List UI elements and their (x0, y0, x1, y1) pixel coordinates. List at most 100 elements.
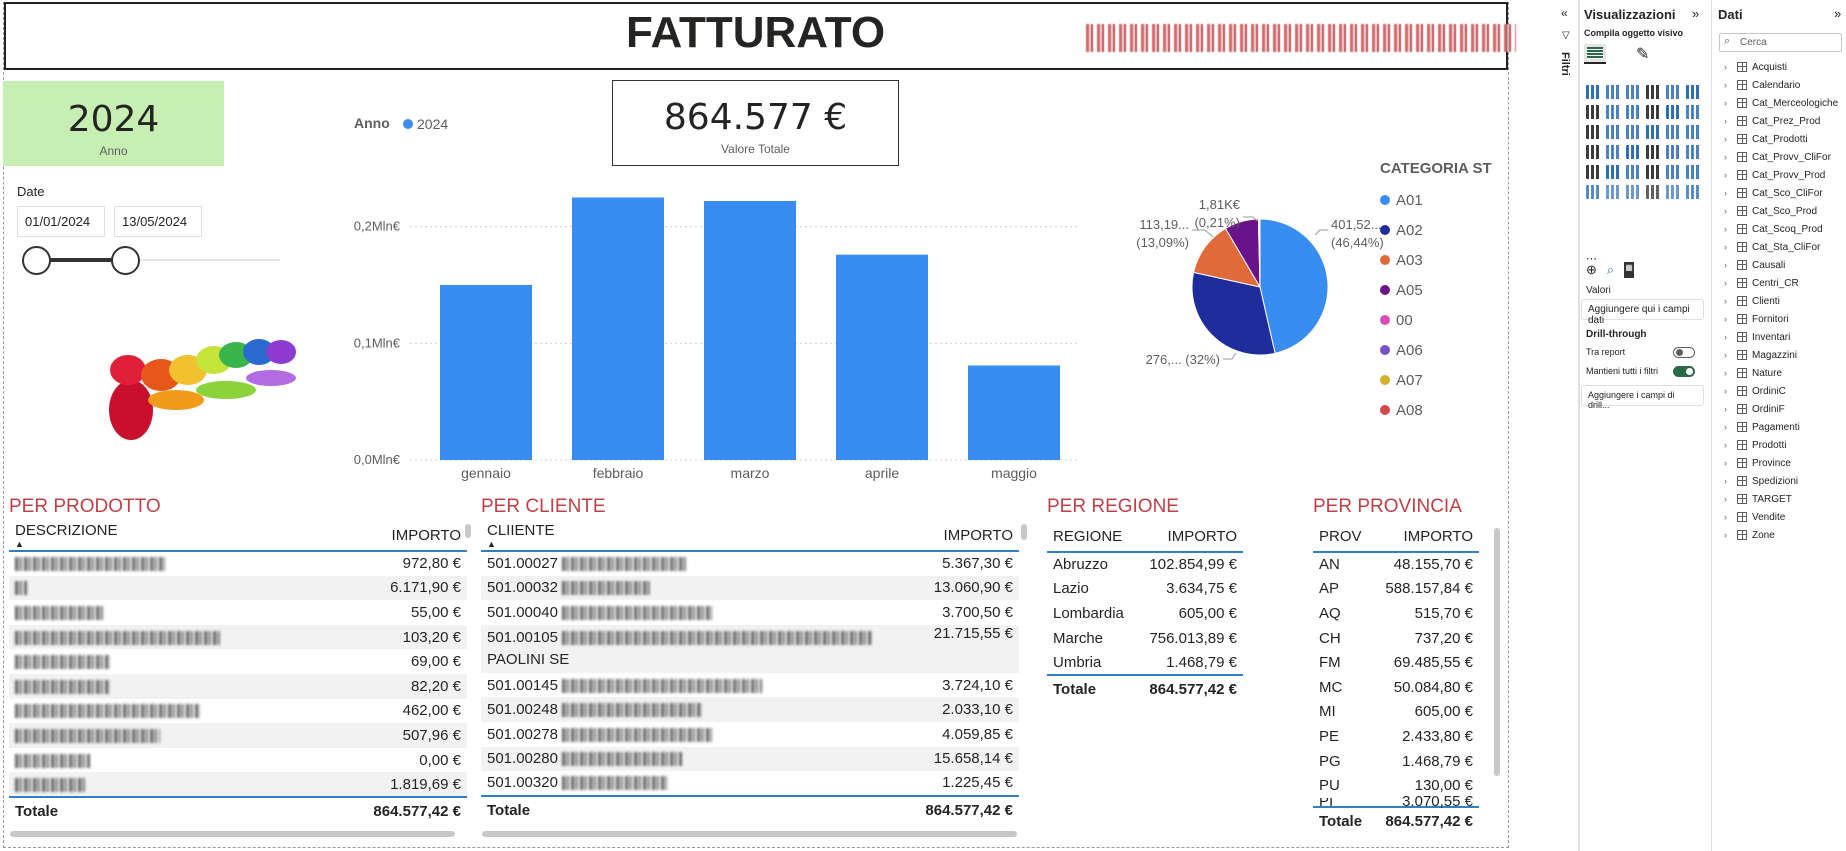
table-row[interactable]: Lombardia 605,00 € (1047, 601, 1243, 626)
field-table-cat_sco_prod[interactable]: › Cat_Sco_Prod (1724, 202, 1817, 220)
table-row[interactable]: 507,96 € (9, 723, 467, 748)
chevron-right-icon[interactable]: › (1724, 62, 1727, 72)
per-cliente-table[interactable]: CLIIENTE ▲ IMPORTO 501.00027 5.367,30 €50… (481, 521, 1019, 824)
expand-viz-icon[interactable]: » (1692, 6, 1700, 21)
col-prov[interactable]: PROV (1319, 528, 1362, 545)
fields-search-input[interactable]: Cerca (1719, 33, 1842, 52)
visual-type-icon[interactable] (1606, 165, 1622, 179)
pie-slice-A02[interactable] (1191, 271, 1276, 356)
chevron-right-icon[interactable]: › (1724, 296, 1727, 306)
table-row[interactable]: AQ 515,70 € (1313, 601, 1479, 626)
chevron-right-icon[interactable]: › (1724, 440, 1727, 450)
table-row[interactable]: 501.00248 2.033,10 € (481, 697, 1019, 722)
chevron-right-icon[interactable]: › (1724, 188, 1727, 198)
year-kpi-card[interactable]: 2024 Anno (3, 81, 224, 166)
chevron-right-icon[interactable]: › (1724, 386, 1727, 396)
pie-legend-item[interactable]: A01 (1380, 185, 1423, 215)
values-drop-zone[interactable]: Aggiungere qui i campi dati (1581, 299, 1704, 326)
col-importo[interactable]: IMPORTO (1167, 528, 1237, 545)
per-prodotto-hscroll[interactable] (10, 831, 455, 837)
chevron-right-icon[interactable]: › (1724, 314, 1727, 324)
visual-type-icon[interactable] (1606, 125, 1622, 139)
field-table-zone[interactable]: › Zone (1724, 526, 1775, 544)
bar-aprile[interactable] (836, 254, 928, 460)
pie-chart[interactable]: 401,52... (46,44%) 113,19... (13,09%) 1,81K€… (1110, 195, 1390, 375)
visual-type-icon[interactable] (1626, 85, 1642, 99)
visual-type-icon[interactable] (1646, 105, 1662, 119)
visual-type-icon[interactable] (1626, 105, 1642, 119)
table-row[interactable]: 462,00 € (9, 699, 467, 724)
table-row[interactable]: 501.00040 3.700,50 € (481, 600, 1019, 625)
table-row[interactable]: FM 69.485,55 € (1313, 650, 1479, 675)
table-row[interactable]: 501.00278 4.059,85 € (481, 722, 1019, 747)
visual-type-icon[interactable] (1666, 165, 1682, 179)
table-row[interactable]: 501.00105 PAOLINI SE 21.715,55 € (481, 624, 1019, 673)
chevron-right-icon[interactable]: › (1724, 350, 1727, 360)
pie-slice-A03[interactable] (1192, 227, 1262, 288)
table-row[interactable]: PG 1.468,79 € (1313, 749, 1479, 774)
visual-type-icon[interactable] (1666, 105, 1682, 119)
visual-type-icon[interactable] (1686, 185, 1702, 199)
chevron-right-icon[interactable]: › (1724, 152, 1727, 162)
bar-maggio[interactable] (968, 365, 1060, 461)
visual-type-icon[interactable] (1606, 85, 1622, 99)
visual-type-icon[interactable] (1646, 165, 1662, 179)
per-prodotto-vscroll[interactable] (465, 524, 471, 538)
field-table-centri_cr[interactable]: › Centri_CR (1724, 274, 1799, 292)
table-row[interactable]: 0,00 € (9, 748, 467, 773)
bar-marzo[interactable] (704, 201, 796, 460)
table-row[interactable]: Lazio 3.634,75 € (1047, 577, 1243, 602)
table-row[interactable]: 501.00145 3.724,10 € (481, 673, 1019, 698)
table-row[interactable]: 501.00280 15.658,14 € (481, 746, 1019, 772)
pie-legend-item[interactable]: A07 (1380, 365, 1423, 395)
build-visual-tab-icon[interactable] (1584, 44, 1606, 64)
table-row[interactable]: Marche 756.013,89 € (1047, 626, 1243, 651)
table-row[interactable]: 55,00 € (9, 600, 467, 625)
bar-febbraio[interactable] (572, 197, 664, 461)
drill-fields-drop-zone[interactable]: Aggiungere i campi di drill... (1581, 385, 1704, 410)
visual-type-icon[interactable] (1686, 125, 1702, 139)
field-table-cat_provv_clifor[interactable]: › Cat_Provv_CliFor (1724, 148, 1831, 166)
visual-type-icon[interactable] (1626, 145, 1642, 159)
field-table-cat_provv_prod[interactable]: › Cat_Provv_Prod (1724, 166, 1825, 184)
date-slider-track[interactable] (32, 259, 280, 261)
field-table-acquisti[interactable]: › Acquisti (1724, 58, 1787, 76)
visual-type-icon[interactable] (1646, 145, 1662, 159)
visual-type-icon[interactable] (1586, 145, 1602, 159)
field-table-causali[interactable]: › Causali (1724, 256, 1785, 274)
date-from-input[interactable]: 01/01/2024 (17, 206, 105, 237)
chevron-right-icon[interactable]: › (1724, 278, 1727, 288)
table-row[interactable]: 69,00 € (9, 649, 467, 674)
pie-legend-item[interactable]: 00 (1380, 305, 1423, 335)
chevron-right-icon[interactable]: › (1724, 116, 1727, 126)
chevron-right-icon[interactable]: › (1724, 458, 1727, 468)
chevron-right-icon[interactable]: › (1724, 332, 1727, 342)
table-row[interactable]: Abruzzo 102.854,99 € (1047, 552, 1243, 577)
field-table-magazzini[interactable]: › Magazzini (1724, 346, 1797, 364)
field-table-cat_scoq_prod[interactable]: › Cat_Scoq_Prod (1724, 220, 1823, 238)
cross-report-toggle[interactable] (1673, 347, 1695, 358)
col-importo[interactable]: IMPORTO (943, 527, 1013, 544)
title-card[interactable]: FATTURATO (4, 2, 1516, 70)
field-table-pagamenti[interactable]: › Pagamenti (1724, 418, 1800, 436)
table-row[interactable]: PE 2.433,80 € (1313, 724, 1479, 749)
table-row[interactable]: AN 48.155,70 € (1313, 552, 1479, 577)
collapse-filters-icon[interactable]: « (1561, 6, 1568, 20)
field-table-nature[interactable]: › Nature (1724, 364, 1782, 382)
col-regione[interactable]: REGIONE (1053, 528, 1123, 545)
col-importo[interactable]: IMPORTO (1403, 528, 1473, 545)
visual-type-icon[interactable] (1606, 145, 1622, 159)
chevron-right-icon[interactable]: › (1724, 98, 1727, 108)
visual-type-icon[interactable] (1586, 105, 1602, 119)
filters-pane-collapsed[interactable]: « ▽ Filtri (1553, 0, 1579, 851)
visual-type-icon[interactable] (1686, 145, 1702, 159)
field-table-cat_merceologiche[interactable]: › Cat_Merceologiche (1724, 94, 1838, 112)
table-row[interactable]: 6.171,90 € (9, 575, 467, 601)
format-visual-tab-icon[interactable]: ✎ (1636, 46, 1650, 63)
visual-type-icon[interactable] (1586, 85, 1602, 99)
chevron-right-icon[interactable]: › (1724, 260, 1727, 270)
visual-type-icon[interactable] (1646, 185, 1662, 199)
visual-type-icon[interactable] (1666, 185, 1682, 199)
keep-filters-toggle[interactable] (1673, 366, 1695, 377)
chevron-right-icon[interactable]: › (1724, 224, 1727, 234)
